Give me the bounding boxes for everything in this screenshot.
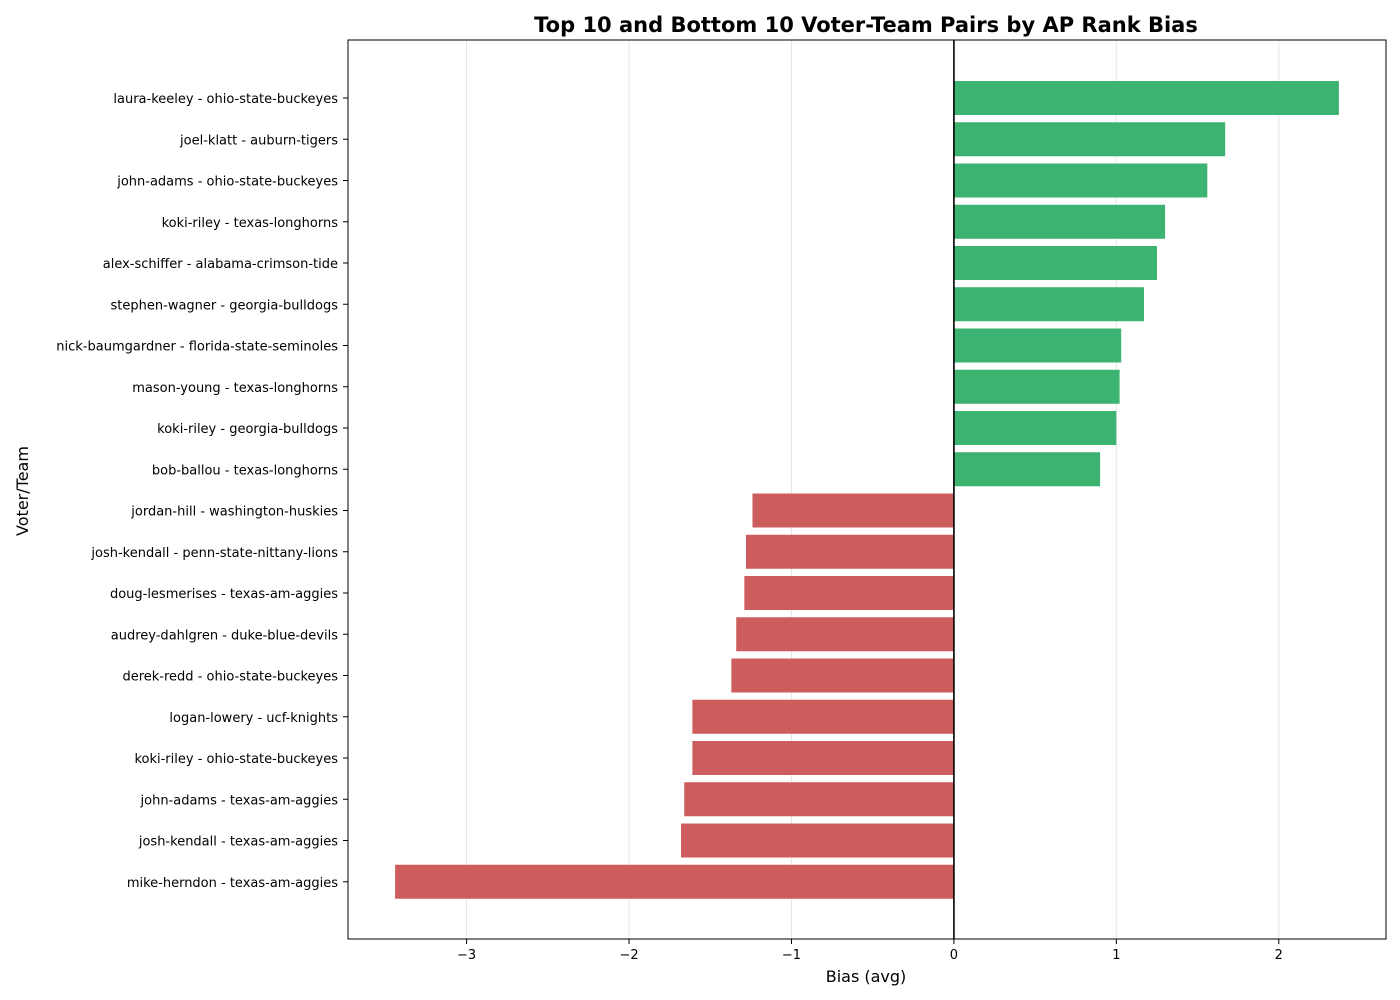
y-tick-label: bob-ballou - texas-longhorns (152, 463, 338, 478)
bar (953, 369, 1120, 404)
bar (744, 576, 954, 610)
y-tick-label: jordan-hill - washington-huskies (130, 505, 338, 520)
bar (736, 617, 954, 652)
bar (953, 122, 1226, 157)
y-axis-label: Voter/Team (13, 446, 32, 536)
bars (395, 81, 1339, 899)
x-tick-label: −3 (457, 948, 476, 963)
bar (953, 411, 1117, 445)
x-tick-label: −1 (782, 948, 801, 963)
y-tick-label: koki-riley - texas-longhorns (162, 216, 339, 231)
y-tick-label: stephen-wagner - georgia-bulldogs (111, 298, 339, 313)
y-tick-label: joel-klatt - auburn-tigers (179, 133, 338, 148)
bar (752, 493, 954, 528)
chart-title: Top 10 and Bottom 10 Voter-Team Pairs by… (534, 13, 1198, 37)
bar (692, 699, 954, 734)
bar (731, 658, 954, 693)
y-tick-label: doug-lesmerises - texas-am-aggies (110, 587, 338, 602)
bar (953, 287, 1144, 322)
bar (681, 823, 954, 858)
x-tick-label: −2 (619, 948, 638, 963)
bar (953, 328, 1122, 363)
y-tick-label: mike-herndon - texas-am-aggies (127, 876, 338, 891)
bar (395, 864, 954, 899)
y-tick-label: derek-redd - ohio-state-buckeyes (122, 670, 338, 685)
bar (684, 782, 954, 817)
y-tick-label: josh-kendall - penn-state-nittany-lions (90, 546, 338, 561)
y-tick-label: logan-lowery - ucf-knights (169, 711, 338, 726)
x-axis-ticks: −3 −2 −1 0 1 2 (457, 939, 1283, 963)
y-tick-label: john-adams - texas-am-aggies (140, 793, 339, 808)
x-tick-label: 0 (950, 948, 958, 963)
y-tick-label: josh-kendall - texas-am-aggies (138, 835, 338, 850)
bar (745, 534, 954, 569)
y-tick-label: mason-young - texas-longhorns (132, 381, 338, 396)
plot-area-frame (347, 39, 1387, 940)
bar (953, 452, 1101, 487)
y-tick-label: koki-riley - georgia-bulldogs (157, 422, 338, 437)
y-tick-label: koki-riley - ohio-state-buckeyes (134, 752, 338, 767)
x-tick-label: 1 (1112, 948, 1120, 963)
y-tick-label: laura-keeley - ohio-state-buckeyes (113, 92, 338, 107)
y-tick-label: alex-schiffer - alabama-crimson-tide (103, 257, 338, 272)
x-axis-label: Bias (avg) (826, 967, 907, 986)
bar (953, 204, 1166, 239)
y-tick-label: audrey-dahlgren - duke-blue-devils (111, 628, 338, 643)
x-tick-label: 2 (1275, 948, 1283, 963)
bar (953, 246, 1157, 280)
bar (692, 741, 954, 775)
y-tick-label: john-adams - ohio-state-buckeyes (116, 175, 338, 190)
bar (953, 81, 1339, 115)
y-axis-ticks: laura-keeley - ohio-state-buckeyes joel-k… (56, 92, 348, 891)
y-tick-label: nick-baumgardner - florida-state-seminol… (56, 340, 338, 355)
bar (953, 163, 1208, 198)
